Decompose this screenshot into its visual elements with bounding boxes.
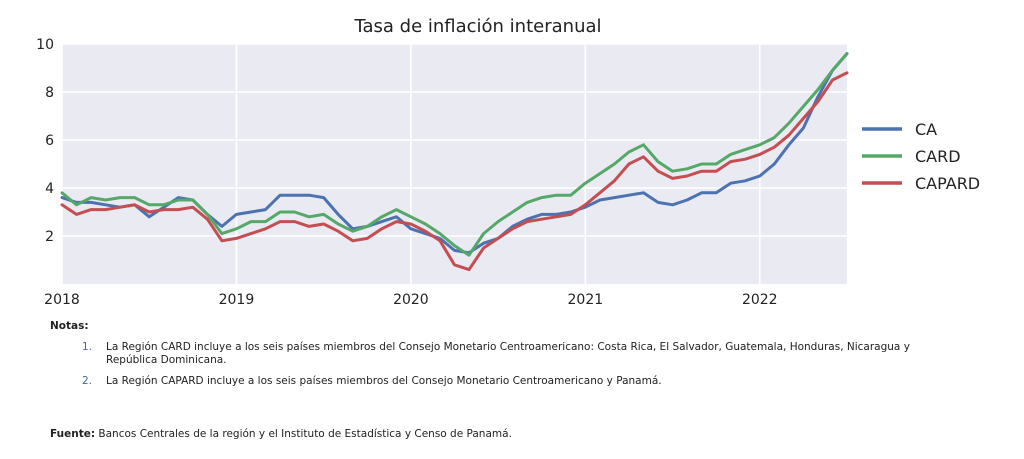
legend-item-ca: CA [862, 120, 937, 139]
legend-label: CARD [915, 147, 961, 166]
legend-item-card: CARD [862, 147, 961, 166]
grid-lines [61, 43, 847, 284]
x-tick-label: 2018 [44, 292, 80, 308]
legend-item-capard: CAPARD [862, 174, 980, 193]
source-text: Bancos Centrales de la región y el Insti… [98, 428, 512, 440]
note-item: 1. La Región CARD incluye a los seis paí… [50, 341, 950, 367]
notes: Notas: 1. La Región CARD incluye a los s… [50, 320, 950, 396]
x-tick-label: 2019 [219, 292, 255, 308]
y-tick-label: 4 [45, 181, 54, 197]
legend-label: CAPARD [915, 174, 980, 193]
series-line-capard [60, 71, 849, 272]
note-text: La Región CARD incluye a los seis países… [106, 341, 910, 366]
series-layer [60, 52, 849, 272]
y-tick-label: 8 [45, 85, 54, 101]
x-tick-label: 2021 [568, 292, 604, 308]
x-axis: 2018 2019 2020 2021 2022 [44, 292, 777, 308]
x-tick-label: 2022 [742, 292, 778, 308]
source-label: Fuente: [50, 428, 96, 440]
y-axis: 2 4 6 8 10 [36, 37, 54, 245]
source: Fuente: Bancos Centrales de la región y … [50, 428, 512, 440]
notes-heading: Notas: [50, 320, 89, 332]
note-number: 1. [81, 341, 92, 353]
note-item: 2. La Región CAPARD incluye a los seis p… [50, 375, 950, 388]
series-line-card [60, 52, 849, 257]
x-tick-label: 2020 [393, 292, 429, 308]
y-tick-label: 6 [45, 133, 54, 149]
chart-title: Tasa de inflación interanual [353, 16, 601, 37]
note-text: La Región CAPARD incluye a los seis país… [106, 375, 662, 387]
legend-label: CA [915, 120, 937, 139]
inflation-chart: Tasa de inflación interanual 2 4 6 8 10 2018… [36, 16, 980, 308]
legend: CA CARD CAPARD [862, 120, 980, 193]
note-number: 2. [81, 375, 92, 387]
y-tick-label: 10 [36, 37, 54, 53]
y-tick-label: 2 [45, 229, 54, 245]
